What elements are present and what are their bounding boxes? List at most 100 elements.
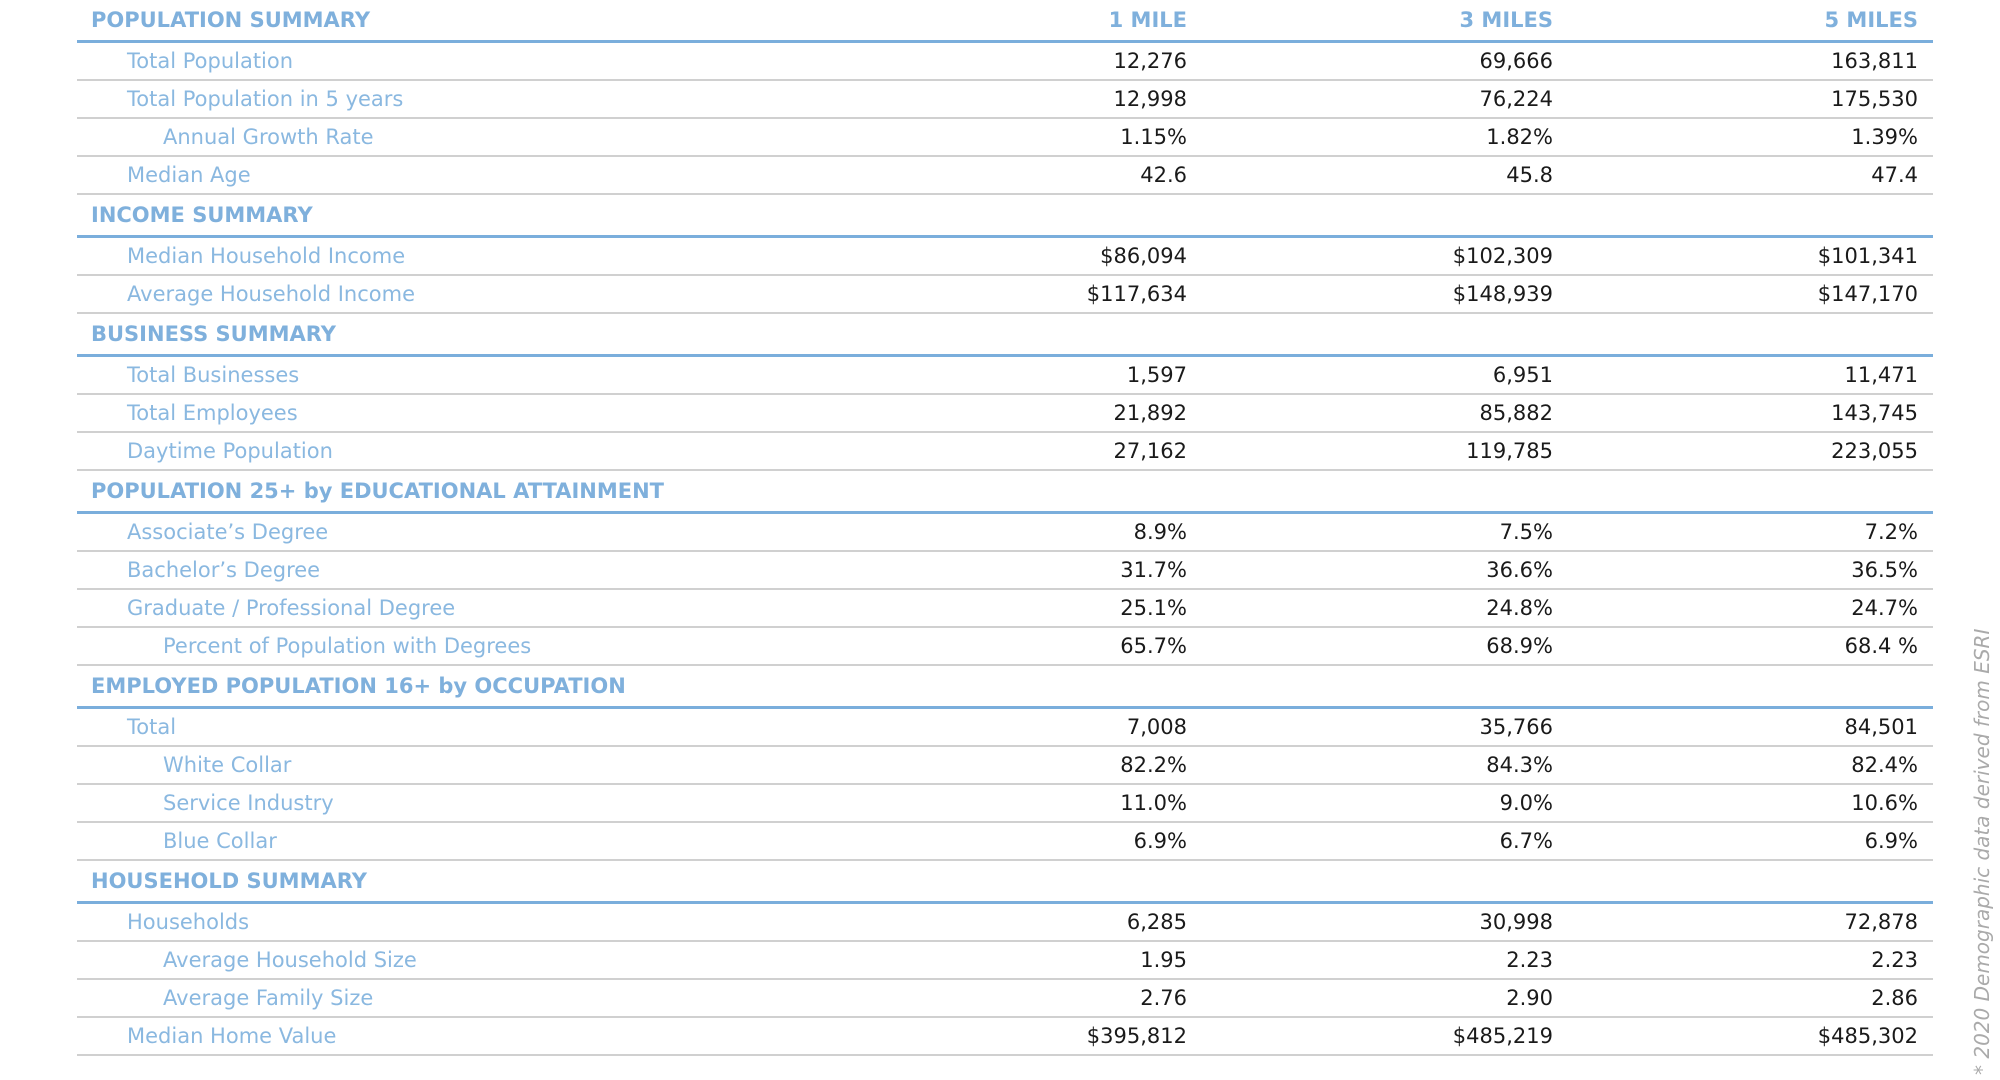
cell-value: 21,892: [1113, 401, 1187, 425]
cell-value: $485,302: [1817, 1024, 1918, 1048]
table-row: Associate’s Degree 8.9% 7.5% 7.2%: [77, 514, 1933, 552]
table-row: Median Age 42.6 45.8 47.4: [77, 157, 1933, 195]
cell-value: 69,666: [1479, 49, 1553, 73]
table-row: Median Household Income $86,094 $102,309 $1…: [77, 238, 1933, 276]
table-row: Households 6,285 30,998 72,878: [77, 904, 1933, 942]
column-header: 1 MILE: [1108, 8, 1187, 32]
cell-value: 82.4%: [1851, 753, 1918, 777]
cell-value: $102,309: [1452, 244, 1553, 268]
table-row: Bachelor’s Degree 31.7% 36.6% 36.5%: [77, 552, 1933, 590]
cell-value: 9.0%: [1499, 791, 1553, 815]
cell-value: 6,285: [1126, 910, 1187, 934]
row-label: Daytime Population: [127, 439, 333, 463]
cell-value: 35,766: [1479, 715, 1553, 739]
section-title: HOUSEHOLD SUMMARY: [91, 869, 367, 893]
table-row: Average Household Size 1.95 2.23 2.23: [77, 942, 1933, 980]
row-label: Total Population in 5 years: [127, 87, 404, 111]
cell-value: 12,998: [1113, 87, 1187, 111]
cell-value: 65.7%: [1120, 634, 1187, 658]
cell-value: 7,008: [1126, 715, 1187, 739]
cell-value: 36.5%: [1851, 558, 1918, 582]
cell-value: $148,939: [1452, 282, 1553, 306]
table-row: Average Household Income $117,634 $148,939…: [77, 276, 1933, 314]
section-title: EMPLOYED POPULATION 16+ by OCCUPATION: [91, 674, 626, 698]
cell-value: 8.9%: [1133, 520, 1187, 544]
table-row: Percent of Population with Degrees 65.7% 6…: [77, 628, 1933, 666]
cell-value: 2.23: [1871, 948, 1918, 972]
table-row: Total 7,008 35,766 84,501: [77, 709, 1933, 747]
cell-value: 2.76: [1140, 986, 1187, 1010]
row-label: Total Population: [127, 49, 294, 73]
table-row: Total Employees 21,892 85,882 143,745: [77, 395, 1933, 433]
cell-value: 42.6: [1140, 163, 1187, 187]
row-label: Percent of Population with Degrees: [163, 634, 532, 658]
cell-value: $86,094: [1100, 244, 1187, 268]
cell-value: 1.39%: [1851, 125, 1918, 149]
cell-value: 6.7%: [1499, 829, 1553, 853]
footnote: * 2020 Demographic data derived from ESR…: [1970, 628, 1994, 1075]
cell-value: 7.2%: [1864, 520, 1918, 544]
row-label: Annual Growth Rate: [163, 125, 374, 149]
cell-value: 2.86: [1871, 986, 1918, 1010]
table-row: Median Home Value $395,812 $485,219 $485,30…: [77, 1018, 1933, 1056]
cell-value: 175,530: [1831, 87, 1918, 111]
cell-value: 11.0%: [1120, 791, 1187, 815]
row-label: Total Businesses: [127, 363, 300, 387]
cell-value: $395,812: [1086, 1024, 1187, 1048]
cell-value: 163,811: [1831, 49, 1918, 73]
cell-value: 223,055: [1831, 439, 1918, 463]
section-header: EMPLOYED POPULATION 16+ by OCCUPATION: [77, 666, 1933, 709]
table-row: Average Family Size 2.76 2.90 2.86: [77, 980, 1933, 1018]
cell-value: 2.90: [1506, 986, 1553, 1010]
cell-value: 7.5%: [1499, 520, 1553, 544]
row-label: Associate’s Degree: [127, 520, 329, 544]
column-header: 3 MILES: [1459, 8, 1554, 32]
cell-value: 30,998: [1479, 910, 1553, 934]
cell-value: 10.6%: [1851, 791, 1918, 815]
cell-value: 36.6%: [1486, 558, 1553, 582]
row-label: Average Family Size: [163, 986, 374, 1010]
table-row: Blue Collar 6.9% 6.7% 6.9%: [77, 823, 1933, 861]
cell-value: 84.3%: [1486, 753, 1553, 777]
cell-value: 6.9%: [1133, 829, 1187, 853]
cell-value: 24.8%: [1486, 596, 1553, 620]
cell-value: 1.82%: [1486, 125, 1553, 149]
cell-value: 84,501: [1844, 715, 1918, 739]
section-title: POPULATION 25+ by EDUCATIONAL ATTAINMENT: [91, 479, 665, 503]
table-row: Total Population in 5 years 12,998 76,224 1…: [77, 81, 1933, 119]
cell-value: 47.4: [1871, 163, 1918, 187]
table-row: Total Businesses 1,597 6,951 11,471: [77, 357, 1933, 395]
section-header: HOUSEHOLD SUMMARY: [77, 861, 1933, 904]
section-title: BUSINESS SUMMARY: [91, 322, 336, 346]
section-header: INCOME SUMMARY: [77, 195, 1933, 238]
cell-value: 12,276: [1113, 49, 1187, 73]
cell-value: 1.15%: [1120, 125, 1187, 149]
row-label: Total Employees: [127, 401, 298, 425]
cell-value: 25.1%: [1120, 596, 1187, 620]
table-row: White Collar 82.2% 84.3% 82.4%: [77, 747, 1933, 785]
cell-value: 68.4 %: [1844, 634, 1918, 658]
table-row: Graduate / Professional Degree 25.1% 24.8%…: [77, 590, 1933, 628]
cell-value: $117,634: [1086, 282, 1187, 306]
section-header: POPULATION SUMMARY 1 MILE 3 MILES 5 MILES: [77, 0, 1933, 43]
section-header: BUSINESS SUMMARY: [77, 314, 1933, 357]
section-title: POPULATION SUMMARY: [91, 8, 371, 32]
row-label: Total: [127, 715, 177, 739]
cell-value: 72,878: [1844, 910, 1918, 934]
cell-value: 31.7%: [1120, 558, 1187, 582]
section-header: POPULATION 25+ by EDUCATIONAL ATTAINMENT: [77, 471, 1933, 514]
cell-value: 27,162: [1113, 439, 1187, 463]
row-label: Median Age: [127, 163, 251, 187]
column-header: 5 MILES: [1824, 8, 1919, 32]
cell-value: 24.7%: [1851, 596, 1918, 620]
row-label: Blue Collar: [163, 829, 277, 853]
cell-value: 6.9%: [1864, 829, 1918, 853]
cell-value: $485,219: [1452, 1024, 1553, 1048]
row-label: Service Industry: [163, 791, 334, 815]
row-label: Graduate / Professional Degree: [127, 596, 456, 620]
cell-value: 45.8: [1506, 163, 1553, 187]
row-label: Households: [127, 910, 250, 934]
table-row: Annual Growth Rate 1.15% 1.82% 1.39%: [77, 119, 1933, 157]
row-label: Average Household Income: [127, 282, 415, 306]
